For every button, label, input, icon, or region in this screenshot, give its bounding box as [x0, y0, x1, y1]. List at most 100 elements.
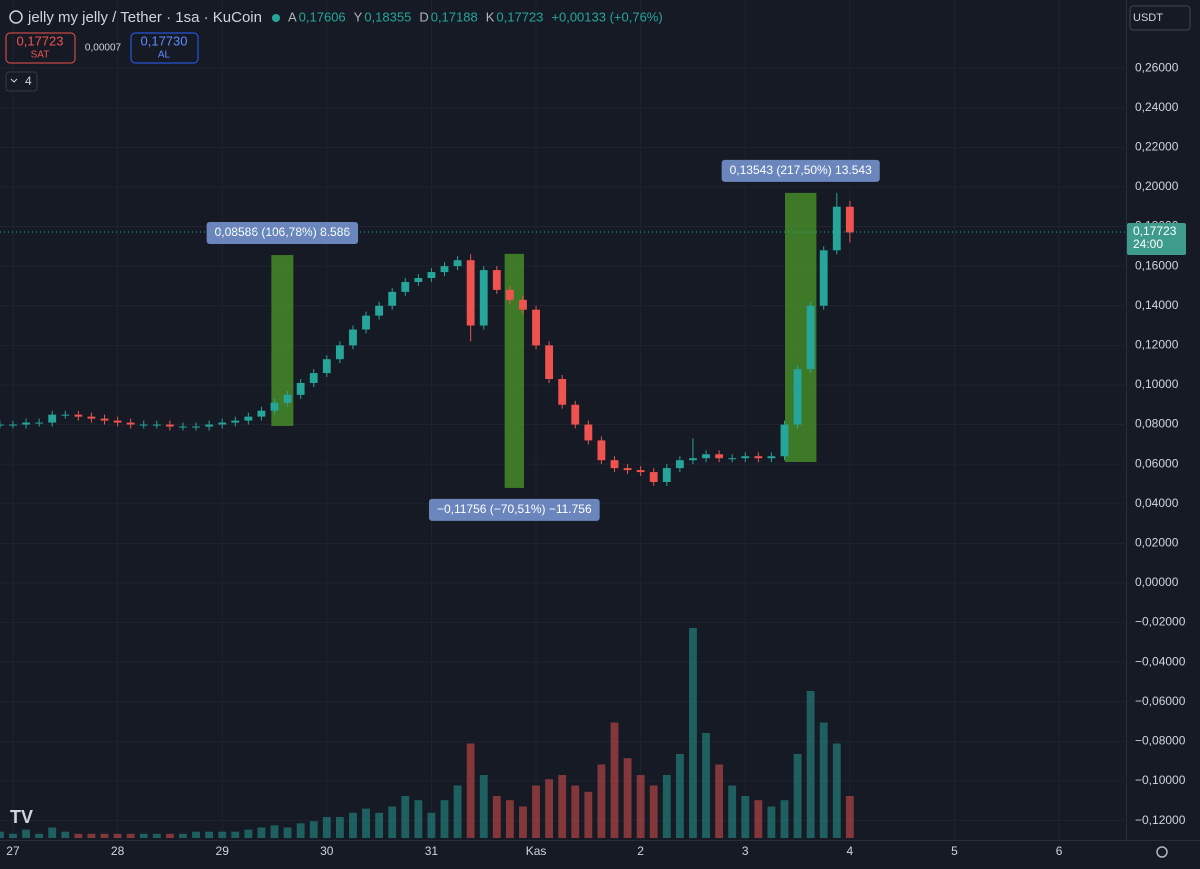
volume-bar — [335, 817, 344, 838]
measure-label-bg — [428, 498, 600, 521]
candle-body — [388, 291, 397, 306]
candle-body — [414, 278, 423, 282]
volume-bar — [453, 785, 462, 838]
volume-bar — [819, 722, 828, 838]
volume-bar — [505, 800, 514, 838]
volume-bar — [767, 806, 776, 838]
candle-body — [61, 414, 70, 416]
legend-text: jelly my jelly / Tether · 1sa · KuCoin — [27, 9, 262, 26]
sell-label[interactable]: SAT — [31, 50, 50, 61]
volume-bar — [35, 833, 44, 838]
y-tick-label: −0,12000 — [1135, 813, 1186, 827]
y-tick-label: 0,24000 — [1135, 100, 1179, 114]
volume-bar — [584, 791, 593, 838]
candle-body — [126, 422, 135, 425]
measure-label: 0,13543 (217,50%) 13.543 — [730, 163, 872, 177]
volume-bar — [466, 743, 475, 838]
indicators-count[interactable]: 4 — [25, 74, 32, 88]
indicators-toggle[interactable] — [5, 71, 38, 92]
volume-bar — [322, 817, 331, 838]
sell-price[interactable]: 0,17723 — [17, 33, 64, 48]
volume-bar — [388, 806, 397, 838]
candle-body — [636, 470, 645, 473]
candle-body — [257, 410, 266, 417]
volume-bar — [362, 808, 370, 838]
candle-body — [845, 206, 854, 233]
x-tick-label: 28 — [111, 844, 125, 858]
candle-body — [558, 379, 567, 405]
buy-price[interactable]: 0,17730 — [141, 33, 188, 48]
settings-icon[interactable] — [1156, 846, 1168, 858]
volume-bar — [139, 833, 148, 838]
candle-body — [192, 426, 200, 428]
logo: TV — [10, 807, 33, 827]
candle-body — [427, 272, 436, 279]
volume-bar — [257, 827, 266, 838]
candle-body — [349, 329, 357, 346]
candle-body — [270, 402, 279, 411]
x-tick-label: Kas — [526, 844, 547, 858]
candle-body — [296, 382, 305, 395]
candle-body — [74, 414, 83, 417]
volume-bar — [479, 775, 488, 838]
candle-body — [649, 472, 658, 482]
x-tick-label: 5 — [951, 844, 958, 858]
y-tick-label: 0,16000 — [1135, 258, 1179, 272]
volume-bar — [728, 785, 737, 838]
candle-body — [466, 260, 475, 326]
volume-bar — [427, 812, 436, 838]
volume-bar — [754, 800, 763, 838]
measure-label-bg — [206, 222, 359, 245]
candle-body — [244, 416, 253, 421]
legend-text: K — [486, 9, 495, 24]
volume-bar — [0, 831, 4, 838]
candle-body — [623, 468, 632, 471]
volume-bar — [231, 831, 240, 838]
candle-body — [728, 458, 737, 460]
x-tick-label: 4 — [847, 844, 854, 858]
volume-bar — [545, 779, 554, 838]
legend-text: D — [419, 9, 428, 24]
currency[interactable]: USDT — [1133, 12, 1163, 24]
candle-body — [401, 281, 410, 292]
volume-bar — [845, 796, 854, 838]
axis-border — [0, 840, 1200, 841]
volume-bar — [675, 754, 684, 838]
volume-bar — [793, 754, 802, 838]
buy-button[interactable] — [130, 32, 199, 64]
volume-bar — [832, 743, 841, 838]
candle-body — [754, 456, 763, 459]
y-tick-label: −0,04000 — [1135, 654, 1186, 668]
candle-body — [806, 305, 815, 370]
candle-body — [532, 309, 540, 346]
candle-body — [505, 289, 514, 300]
y-tick-label: 0,22000 — [1135, 139, 1179, 153]
volume-bar — [61, 831, 70, 838]
candle-body — [9, 424, 17, 426]
volume-bar — [205, 831, 214, 838]
sell-button[interactable] — [5, 32, 76, 64]
candle-body — [571, 404, 580, 425]
candle-body — [492, 270, 501, 290]
candle-body — [610, 460, 619, 469]
candle-body — [309, 373, 318, 383]
legend-text: 0,17188 — [431, 9, 478, 24]
candle-body — [375, 305, 384, 316]
volume-bar — [741, 796, 750, 838]
last-price-tag — [1127, 223, 1186, 256]
candle-body — [741, 456, 750, 459]
candle-body — [479, 270, 488, 326]
currency-button[interactable] — [1129, 5, 1191, 31]
axis-border — [1126, 0, 1127, 840]
buy-label[interactable]: AL — [158, 50, 171, 61]
volume-bar — [597, 764, 606, 838]
y-tick-label: 0,14000 — [1135, 298, 1179, 312]
volume-bar — [309, 821, 318, 838]
candle-body — [793, 369, 802, 425]
x-tick-label: 27 — [6, 844, 20, 858]
candle-body — [545, 345, 554, 380]
candle-body — [179, 426, 187, 428]
legend-text: A — [288, 9, 297, 24]
